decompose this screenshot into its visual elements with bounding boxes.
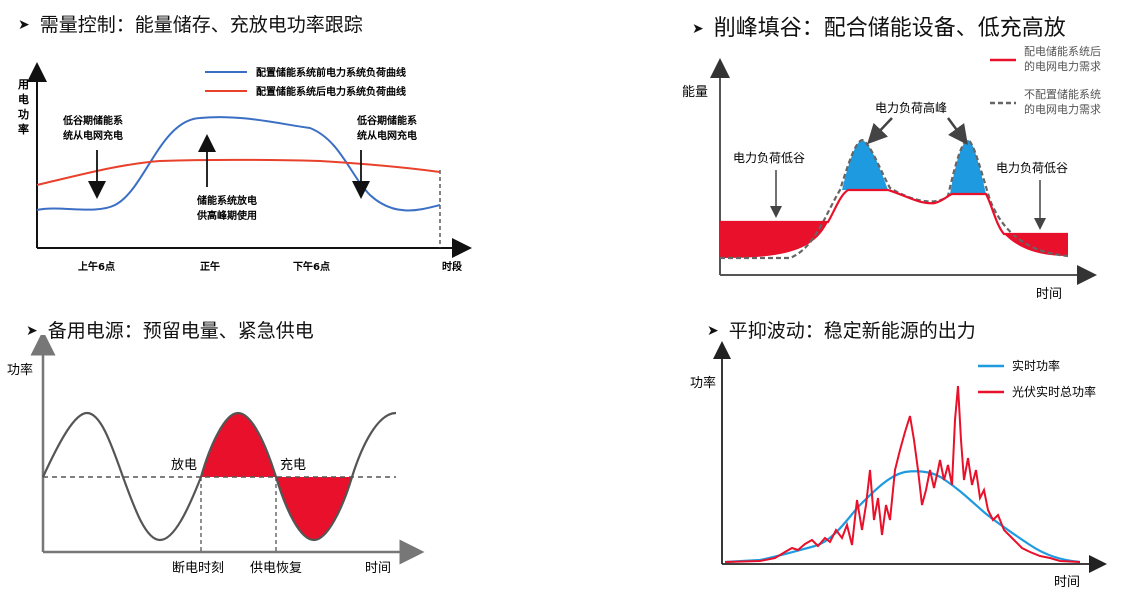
panel4-heading-text: 平抑波动：稳定新能源的出力 — [728, 320, 976, 342]
curve-before — [36, 116, 441, 212]
valley-fill-left — [720, 222, 828, 258]
ylabel-char: 率 — [18, 122, 29, 136]
arrow-peak-right — [946, 117, 968, 146]
xtick-restore: 供电恢复 — [250, 561, 302, 576]
demand-control-chart: 用 电 功 率 配置储能系统前电力系统负荷曲线 配置储能系统后电力系统负荷曲线 … — [18, 62, 472, 273]
peak-shaving-chart: 能量 时间 配电储能系统后的电网电力需求 不配置储能系统的电网电力需求 电力负荷… — [682, 44, 1101, 302]
annotation-left: 低谷期储能系统从电网充电 — [62, 114, 123, 142]
panel2-heading: ➤ 削峰填谷：配合储能设备、低充高放 — [692, 10, 1066, 42]
peak-fill-left — [842, 140, 888, 190]
legend-realtime: 实时功率 — [1012, 358, 1060, 373]
xtick-time: 时间 — [365, 561, 391, 576]
xtick-6pm: 下午6点 — [293, 260, 330, 273]
label-valley-left: 电力负荷低谷 — [733, 151, 805, 165]
panel3-heading: ➤ 备用电源：预留电量、紧急供电 — [26, 316, 314, 343]
annotation-mid: 储能系统放电供高峰期使用 — [196, 194, 257, 222]
arrow-bullet-icon: ➤ — [692, 21, 704, 37]
label-peak: 电力负荷高峰 — [875, 100, 947, 115]
xtick-noon: 正午 — [200, 260, 220, 273]
label-discharge: 放电 — [171, 458, 197, 473]
charge-fill — [276, 477, 352, 540]
xlabel: 时间 — [1036, 287, 1062, 302]
ylabel: 功率 — [690, 375, 716, 391]
ylabel-char: 用 — [18, 78, 29, 91]
legend-with: 配电储能系统后的电网电力需求 — [1024, 44, 1101, 73]
panel3-heading-text: 备用电源：预留电量、紧急供电 — [47, 320, 314, 342]
label-charge: 充电 — [280, 457, 306, 473]
sine-wave — [42, 411, 397, 542]
panel4-heading: ➤ 平抑波动：稳定新能源的出力 — [707, 316, 976, 343]
arrow-bullet-icon: ➤ — [707, 323, 719, 339]
label-valley-right: 电力负荷低谷 — [996, 161, 1068, 175]
curve-pv — [724, 385, 1081, 563]
ylabel-char: 功 — [18, 107, 29, 121]
ylabel: 功率 — [7, 362, 33, 378]
curve-with — [720, 188, 1068, 236]
legend-after: 配置储能系统后电力系统负荷曲线 — [256, 85, 406, 98]
arrow-bullet-icon: ➤ — [26, 323, 38, 339]
discharge-fill — [201, 413, 276, 477]
ylabel-char: 电 — [18, 92, 29, 106]
panel1-heading-text: 需量控制：能量储存、充放电功率跟踪 — [39, 14, 363, 36]
curve-realtime — [724, 470, 1081, 564]
curve-after — [36, 158, 441, 186]
arrow-peak-left — [867, 117, 893, 145]
peak-fill-right — [950, 140, 986, 194]
smoothing-fluctuation-chart: 功率 时间 实时功率 光伏实时总功率 — [690, 341, 1107, 590]
annotation-right: 低谷期储能系统从电网充电 — [356, 114, 417, 142]
curve-without — [720, 138, 1069, 260]
ylabel: 能量 — [682, 85, 708, 100]
legend-pv: 光伏实时总功率 — [1012, 384, 1096, 399]
xlabel: 时间 — [1054, 575, 1080, 590]
legend-without: 不配置储能系统的电网电力需求 — [1024, 87, 1101, 116]
legend-before: 配置储能系统前电力系统负荷曲线 — [256, 66, 406, 79]
xtick-6am: 上午6点 — [78, 260, 115, 273]
valley-fill-right — [1004, 234, 1068, 256]
panel2-heading-text: 削峰填谷：配合储能设备、低充高放 — [713, 16, 1066, 41]
panel1-heading: ➤ 需量控制：能量储存、充放电功率跟踪 — [18, 10, 363, 37]
xtick-period: 时段 — [442, 260, 462, 273]
backup-power-chart: 功率 放电 充电 断电时刻 供电恢复 时间 — [7, 335, 425, 576]
xtick-outage: 断电时刻 — [172, 561, 224, 576]
arrow-bullet-icon: ➤ — [18, 17, 30, 33]
